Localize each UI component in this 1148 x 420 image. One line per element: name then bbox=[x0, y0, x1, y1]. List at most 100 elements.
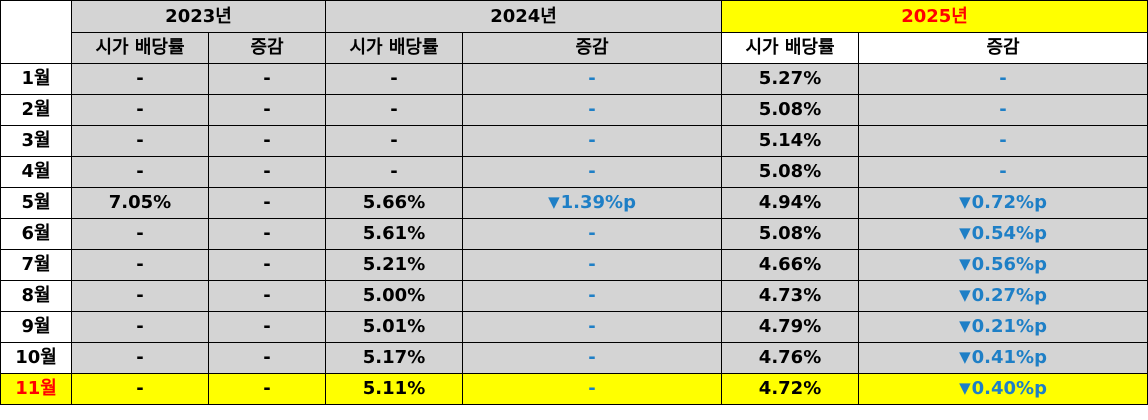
table-row: 3월 - - - -5.14% - bbox=[0, 125, 1148, 157]
yield-2023: - bbox=[71, 373, 209, 405]
table-row: 5월 7.05% -5.66% ▼1.39%p 4.94% ▼0.72%p bbox=[0, 187, 1148, 219]
yield-2023: - bbox=[71, 311, 209, 343]
year-header-2025: 2025년 bbox=[721, 0, 1148, 33]
year-header-row: 2023년 2024년 2025년 bbox=[0, 0, 1148, 64]
change-value: 0.56%p bbox=[971, 254, 1047, 275]
change-2023: - bbox=[207, 249, 327, 281]
change-2024: - bbox=[462, 63, 723, 95]
yield-2023: 7.05% bbox=[71, 187, 209, 219]
change-value: 0.54%p bbox=[971, 223, 1047, 244]
yield-2023: - bbox=[71, 249, 209, 281]
yield-2024: 5.21% bbox=[325, 249, 464, 281]
change-2025: ▼0.40%p bbox=[858, 373, 1148, 405]
change-2025: ▼0.21%p bbox=[858, 311, 1148, 343]
yield-2024: 5.11% bbox=[325, 373, 464, 405]
yield-2025: 4.73% bbox=[721, 280, 860, 312]
change-2025: - bbox=[858, 63, 1148, 95]
change-value: 1.39%p bbox=[560, 192, 636, 213]
change-2023: - bbox=[207, 373, 327, 405]
change-2023: - bbox=[207, 311, 327, 343]
dividend-yield-table: 2023년 2024년 2025년 시가 배당률 증감 시가 배당률 증감 시가… bbox=[0, 0, 1148, 405]
yield-2024: - bbox=[325, 63, 464, 95]
yield-2023: - bbox=[71, 94, 209, 126]
subheader-yield-2024: 시가 배당률 bbox=[325, 32, 464, 64]
change-2025: - bbox=[858, 156, 1148, 188]
month-label: 7월 bbox=[0, 249, 72, 281]
yield-2025: 4.72% bbox=[721, 373, 860, 405]
subheader-row: 시가 배당률 증감 시가 배당률 증감 시가 배당률 증감 bbox=[1, 32, 1148, 64]
month-label: 8월 bbox=[0, 280, 72, 312]
yield-2023: - bbox=[71, 280, 209, 312]
change-2024: - bbox=[462, 156, 723, 188]
change-2025: - bbox=[858, 125, 1148, 157]
change-2025: ▼0.56%p bbox=[858, 249, 1148, 281]
yield-2023: - bbox=[71, 342, 209, 374]
month-label: 9월 bbox=[0, 311, 72, 343]
change-2024: - bbox=[462, 249, 723, 281]
table-row: 1월 - - - -5.27% - bbox=[0, 63, 1148, 95]
month-label: 3월 bbox=[0, 125, 72, 157]
yield-2025: 4.76% bbox=[721, 342, 860, 374]
yield-2023: - bbox=[71, 218, 209, 250]
subheader-yield-2025: 시가 배당률 bbox=[721, 32, 860, 64]
down-triangle-icon: ▼ bbox=[959, 379, 971, 397]
year-header-2023: 2023년 bbox=[70, 0, 327, 33]
change-2025: ▼0.72%p bbox=[858, 187, 1148, 219]
table-row: 9월 - -5.01% -4.79% ▼0.21%p bbox=[0, 311, 1148, 343]
month-label: 10월 bbox=[0, 342, 72, 374]
month-label: 5월 bbox=[0, 187, 72, 219]
change-value: 0.40%p bbox=[971, 378, 1047, 399]
subheader-yield-2023: 시가 배당률 bbox=[71, 32, 209, 64]
change-2025: ▼0.27%p bbox=[858, 280, 1148, 312]
change-2024: - bbox=[462, 218, 723, 250]
down-triangle-icon: ▼ bbox=[959, 193, 971, 211]
yield-2025: 5.08% bbox=[721, 94, 860, 126]
change-2024: - bbox=[462, 125, 723, 157]
subheader-change-2024: 증감 bbox=[462, 32, 723, 64]
yield-2025: 4.66% bbox=[721, 249, 860, 281]
change-2023: - bbox=[207, 156, 327, 188]
yield-2024: 5.17% bbox=[325, 342, 464, 374]
yield-2023: - bbox=[71, 125, 209, 157]
change-2024: - bbox=[462, 311, 723, 343]
table-row: 4월 - - - -5.08% - bbox=[0, 156, 1148, 188]
down-triangle-icon: ▼ bbox=[959, 348, 971, 366]
yield-2024: - bbox=[325, 125, 464, 157]
change-2023: - bbox=[207, 94, 327, 126]
yield-2025: 4.94% bbox=[721, 187, 860, 219]
yield-2023: - bbox=[71, 63, 209, 95]
yield-2025: 5.08% bbox=[721, 156, 860, 188]
table-row: 8월 - -5.00% -4.73% ▼0.27%p bbox=[0, 280, 1148, 312]
down-triangle-icon: ▼ bbox=[959, 286, 971, 304]
yield-2025: 5.14% bbox=[721, 125, 860, 157]
change-2023: - bbox=[207, 187, 327, 219]
change-2025: - bbox=[858, 94, 1148, 126]
month-label: 4월 bbox=[0, 156, 72, 188]
change-value: 0.72%p bbox=[971, 192, 1047, 213]
down-triangle-icon: ▼ bbox=[959, 317, 971, 335]
change-2023: - bbox=[207, 63, 327, 95]
yield-2023: - bbox=[71, 156, 209, 188]
month-label: 2월 bbox=[0, 94, 72, 126]
change-2025: ▼0.41%p bbox=[858, 342, 1148, 374]
yield-2025: 5.27% bbox=[721, 63, 860, 95]
table-row: 10월 - -5.17% -4.76% ▼0.41%p bbox=[0, 342, 1148, 374]
yield-2024: - bbox=[325, 156, 464, 188]
change-2024: - bbox=[462, 280, 723, 312]
down-triangle-icon: ▼ bbox=[959, 255, 971, 273]
change-2024: ▼1.39%p bbox=[462, 187, 723, 219]
change-value: 0.41%p bbox=[971, 347, 1047, 368]
yield-2025: 4.79% bbox=[721, 311, 860, 343]
month-label: 11월 bbox=[0, 373, 72, 405]
change-2023: - bbox=[207, 218, 327, 250]
change-value: 0.27%p bbox=[971, 285, 1047, 306]
change-2025: ▼0.54%p bbox=[858, 218, 1148, 250]
down-triangle-icon: ▼ bbox=[959, 224, 971, 242]
subheader-change-2025: 증감 bbox=[858, 32, 1148, 64]
yield-2024: 5.01% bbox=[325, 311, 464, 343]
table-row: 6월 - -5.61% -5.08% ▼0.54%p bbox=[0, 218, 1148, 250]
change-2023: - bbox=[207, 342, 327, 374]
yield-2025: 5.08% bbox=[721, 218, 860, 250]
down-triangle-icon: ▼ bbox=[548, 193, 560, 211]
change-2024: - bbox=[462, 94, 723, 126]
